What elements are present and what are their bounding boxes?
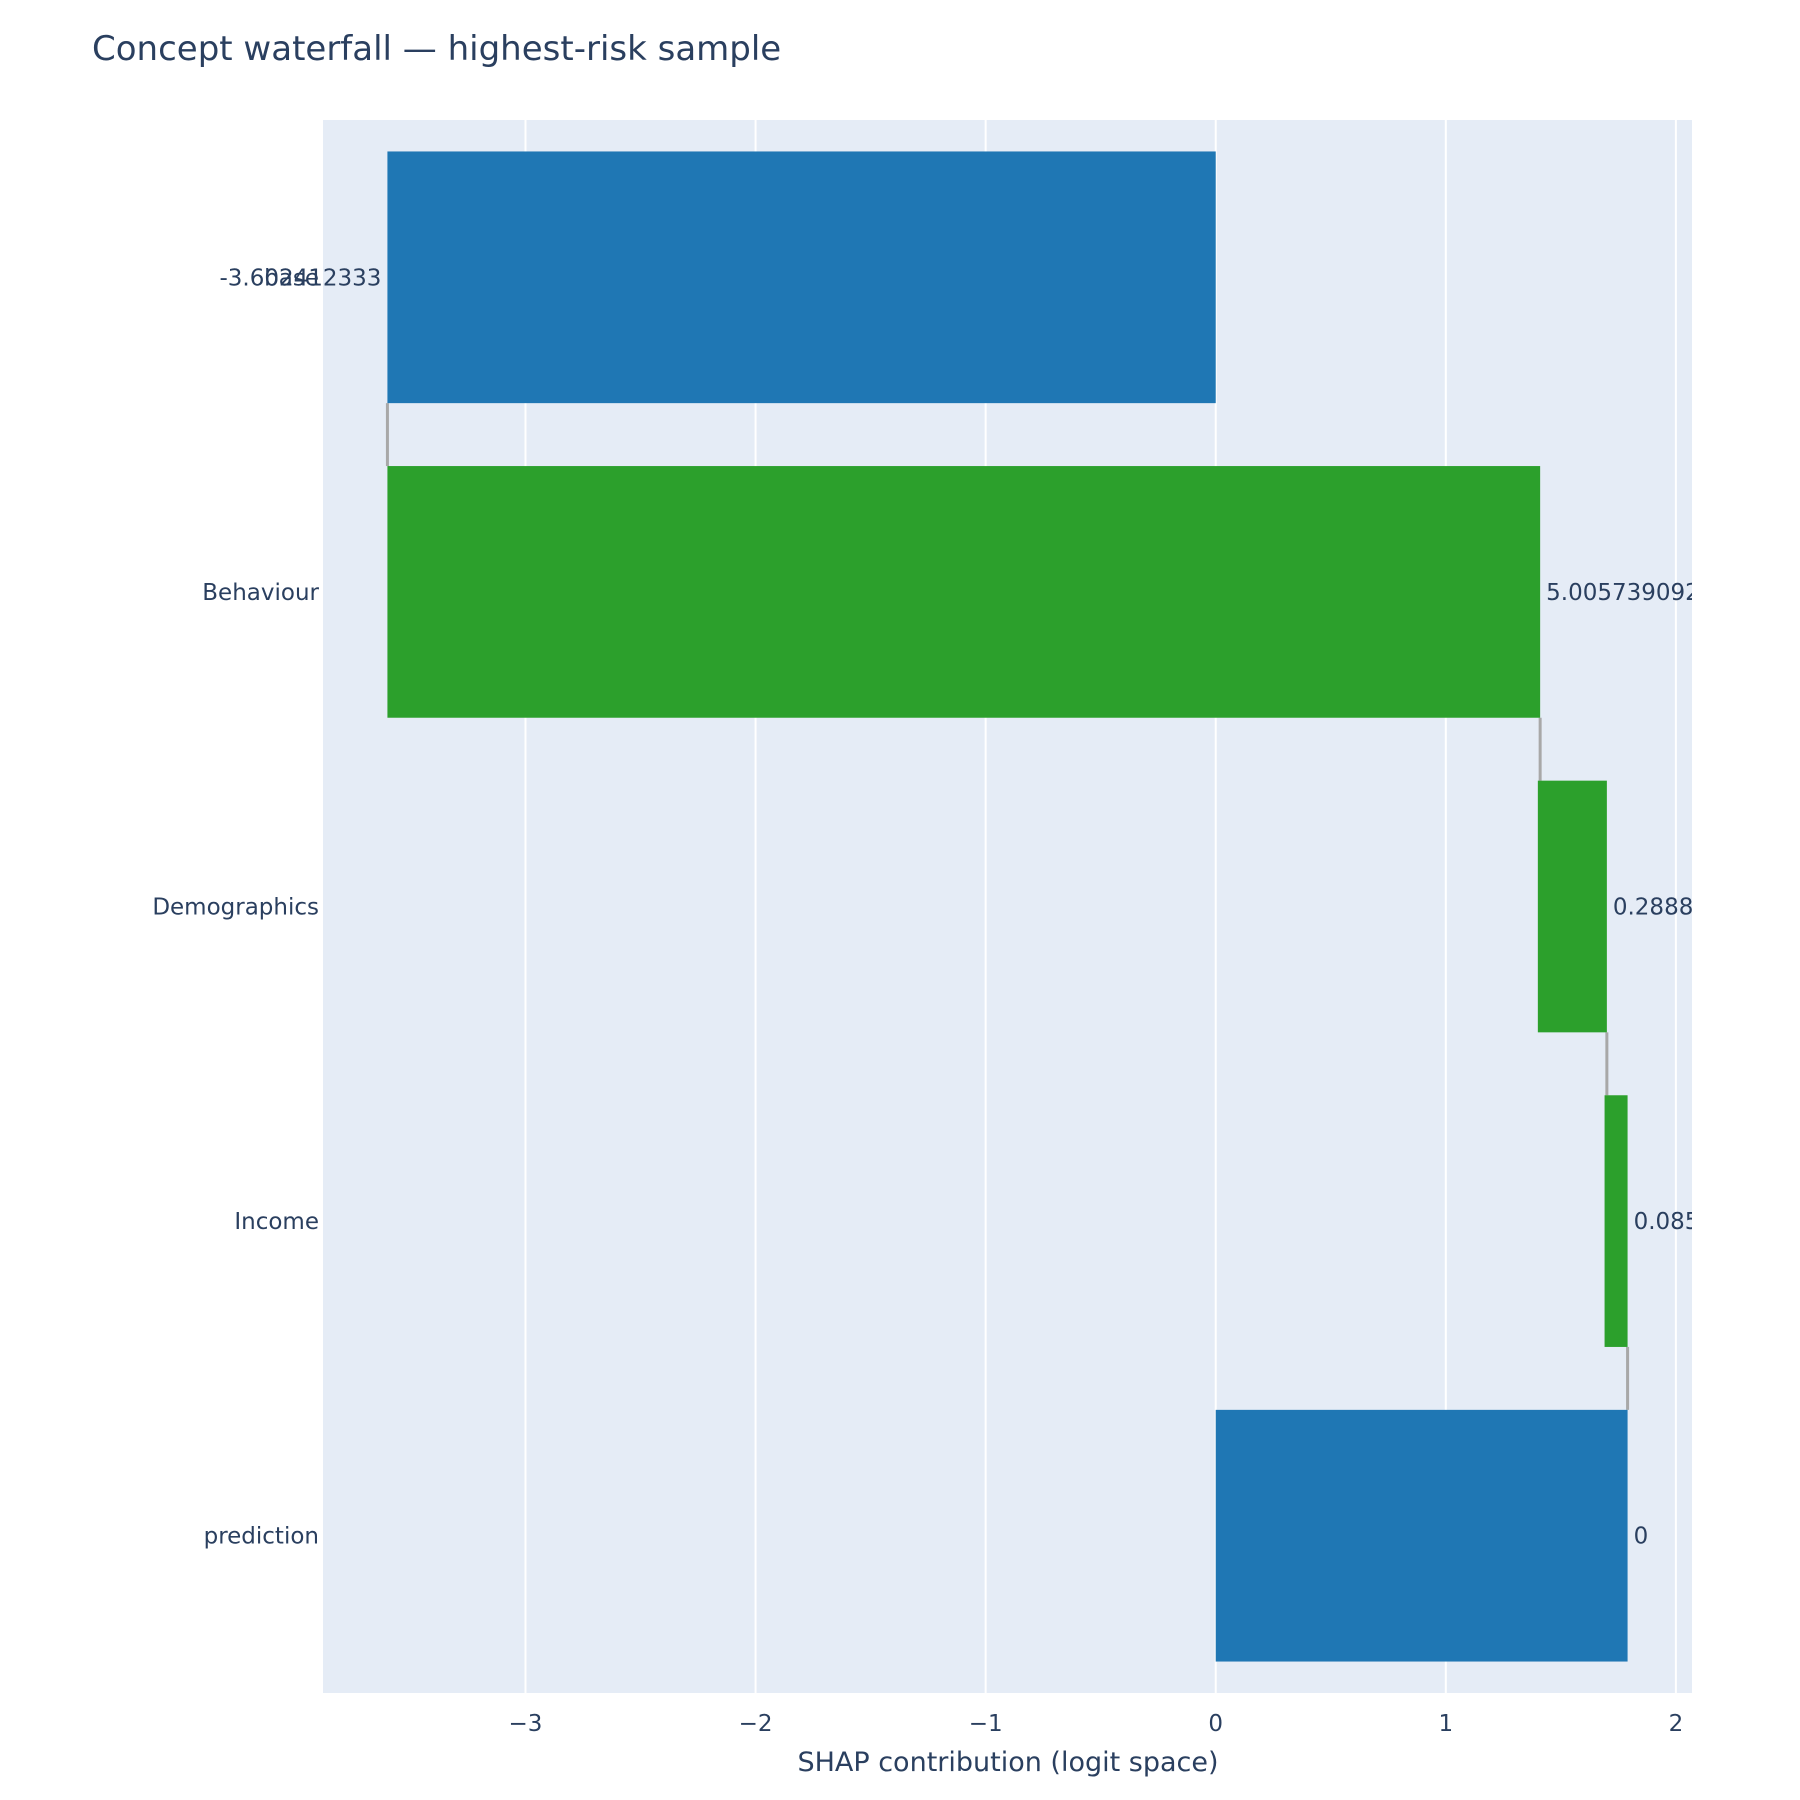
- y-tick-label: Income: [234, 1209, 319, 1235]
- x-tick-label: 1: [1438, 1711, 1453, 1737]
- x-tick-labels: −3 −2 −1 0 1 2: [509, 1711, 1684, 1737]
- bar-value-label: 0.085: [1634, 1209, 1700, 1235]
- bars: [387, 151, 1628, 1662]
- bar-prediction: [1215, 1409, 1628, 1662]
- bar-value-label: 0.28883: [1613, 895, 1708, 921]
- bar-value-label: -3.602412333: [219, 265, 381, 291]
- connectors: [385, 403, 1630, 1410]
- x-tick-label: 2: [1669, 1711, 1684, 1737]
- x-axis-title: SHAP contribution (logit space): [797, 1747, 1218, 1778]
- x-tick-label: −1: [969, 1711, 1003, 1737]
- bar-income: [1604, 1095, 1628, 1347]
- x-tick-label: 0: [1208, 1711, 1223, 1737]
- x-tick-label: −3: [509, 1711, 543, 1737]
- bar-value-label: 0: [1634, 1524, 1649, 1550]
- y-tick-labels: base Behaviour Demographics Income predictio…: [152, 265, 319, 1549]
- y-tick-label: base: [264, 265, 319, 291]
- y-tick-label: prediction: [204, 1524, 319, 1550]
- bar-demographics: [1537, 780, 1607, 1033]
- chart-title: Concept waterfall — highest-risk sample: [92, 29, 781, 69]
- x-tick-label: −2: [739, 1711, 773, 1737]
- bar-labels: -3.602412333 5.005739092 0.28883 0.085 0: [219, 265, 1708, 1550]
- bar-behaviour: [387, 466, 1541, 718]
- bar-value-label: 5.005739092: [1546, 580, 1700, 606]
- y-tick-label: Demographics: [152, 895, 319, 921]
- y-tick-label: Behaviour: [202, 580, 319, 606]
- bar-base: [387, 151, 1216, 404]
